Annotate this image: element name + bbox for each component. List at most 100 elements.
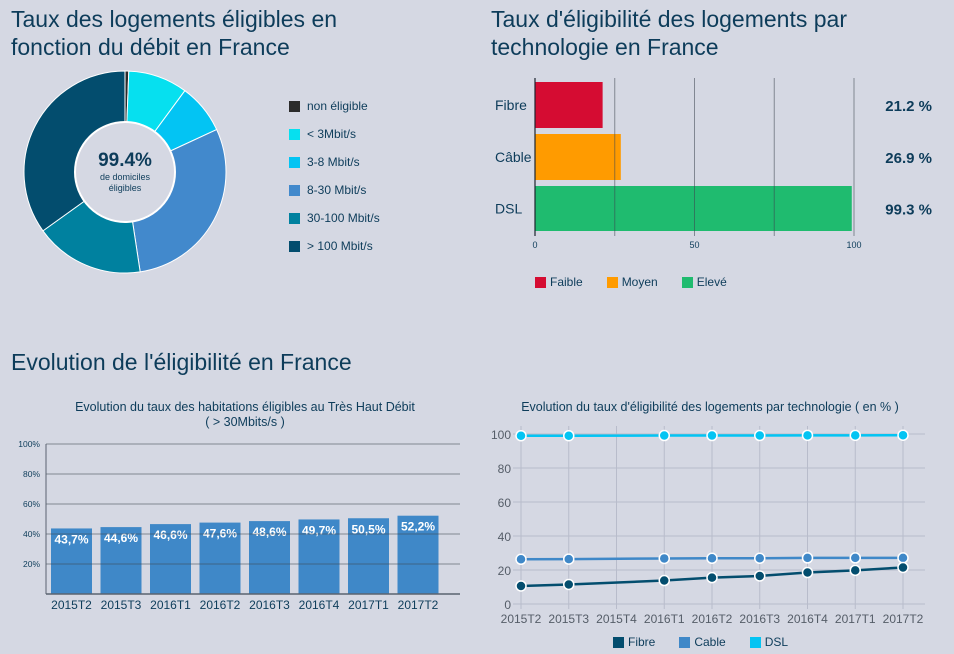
point-cable[interactable]: [801, 552, 814, 564]
point-cable[interactable]: [706, 552, 718, 565]
point-dsl[interactable]: [801, 429, 814, 442]
x-tick-label: 2017T1: [835, 612, 876, 626]
point-cable[interactable]: [849, 552, 861, 564]
x-tick-label: 2017T2: [883, 612, 924, 626]
point-fibre[interactable]: [801, 566, 814, 579]
donut-chart: [23, 70, 227, 274]
donut-legend-item[interactable]: 30-100 Mbit/s: [289, 204, 380, 232]
x-tick-label: 2016T2: [692, 612, 733, 626]
x-tick-label: 0: [532, 240, 537, 250]
point-cable[interactable]: [897, 552, 909, 564]
legend-label: Moyen: [621, 275, 658, 289]
legend-swatch: [749, 636, 761, 648]
legend-item[interactable]: Moyen: [606, 275, 658, 289]
legend-swatch: [681, 276, 693, 288]
x-tick-label: 2016T4: [787, 612, 828, 626]
y-tick-label: 100%: [18, 439, 40, 449]
y-tick-label: 0: [504, 598, 511, 612]
donut-legend-item[interactable]: non éligible: [289, 92, 380, 120]
donut-center-value: 99.4%: [98, 150, 152, 171]
line-fibre: [520, 566, 904, 588]
bar-value-label: 50,5%: [351, 522, 385, 536]
y-tick-label: 40%: [23, 529, 40, 539]
y-tick-label: 20%: [23, 559, 40, 569]
evolution-section-title: Evolution de l'éligibilité en France: [11, 349, 352, 375]
evolution-bar-title: Evolution du taux des habitations éligib…: [75, 400, 415, 414]
legend-item[interactable]: Cable: [679, 635, 726, 649]
legend-swatch: [289, 100, 300, 112]
legend-swatch: [535, 276, 546, 288]
donut-section-title: Taux des logements éligibles en fonction…: [11, 6, 338, 60]
point-dsl[interactable]: [897, 429, 909, 441]
category-label: DSL: [495, 201, 522, 217]
point-fibre[interactable]: [658, 574, 670, 587]
x-tick-label: 100: [846, 240, 861, 250]
point-fibre[interactable]: [706, 571, 718, 584]
legend-label: Fibre: [628, 635, 656, 649]
point-dsl[interactable]: [849, 429, 861, 442]
point-cable[interactable]: [754, 552, 766, 565]
technology-bar-legend: Faible Moyen Elevé: [535, 275, 751, 289]
legend-item[interactable]: Fibre: [613, 635, 655, 649]
bar-value-label: 43,7%: [54, 532, 88, 546]
point-dsl[interactable]: [658, 429, 670, 442]
legend-label: > 100 Mbit/s: [307, 239, 373, 253]
x-tick-label: 2016T1: [150, 598, 191, 612]
legend-label: DSL: [764, 635, 789, 649]
bar-dsl: [535, 186, 852, 231]
point-fibre[interactable]: [754, 570, 766, 582]
point-cable[interactable]: [658, 552, 670, 565]
legend-item[interactable]: Faible: [535, 275, 583, 289]
bar-c-ble: [535, 134, 621, 180]
x-tick-label: 2015T3: [101, 598, 142, 612]
donut-legend-item[interactable]: < 3Mbit/s: [289, 120, 380, 148]
line-cable: [520, 556, 903, 561]
y-tick-label: 20: [498, 564, 512, 578]
legend-label: 30-100 Mbit/s: [307, 211, 380, 225]
legend-swatch: [289, 184, 300, 196]
point-dsl[interactable]: [563, 429, 575, 442]
legend-label: Elevé: [696, 275, 727, 289]
donut-legend: non éligible < 3Mbit/s 3-8 Mbit/s 8-30 Mbit…: [289, 92, 380, 260]
line-chart-title: Evolution du taux d'éligibilité des loge…: [521, 400, 899, 414]
legend-label: < 3Mbit/s: [307, 127, 357, 141]
donut-center-label-1: de domiciles: [99, 172, 151, 182]
x-tick-label: 50: [689, 240, 699, 250]
point-dsl[interactable]: [706, 429, 718, 442]
legend-swatch: [289, 128, 300, 140]
category-label: Fibre: [495, 97, 527, 113]
donut-legend-item[interactable]: 3-8 Mbit/s: [289, 148, 380, 176]
legend-swatch: [289, 240, 300, 252]
x-tick-label: 2017T2: [398, 598, 439, 612]
point-cable[interactable]: [515, 553, 527, 566]
bar-section-title: Taux d'éligibilité des logements par tec…: [491, 6, 847, 60]
x-tick-label: 2015T3: [548, 612, 589, 626]
legend-label: Cable: [694, 635, 726, 649]
bar-2015T2: [51, 528, 92, 594]
donut-hole: [74, 121, 176, 223]
category-label: Câble: [495, 149, 532, 165]
legend-item[interactable]: DSL: [749, 635, 789, 649]
y-tick-label: 60: [498, 496, 512, 510]
y-tick-label: 100: [491, 428, 511, 442]
bar-value-label: 44,6%: [104, 531, 138, 545]
point-dsl[interactable]: [515, 429, 527, 442]
y-tick-label: 40: [498, 530, 512, 544]
line-chart-legend: Fibre Cable DSL: [613, 635, 812, 649]
x-tick-label: 2016T2: [200, 598, 241, 612]
point-dsl[interactable]: [754, 429, 766, 442]
donut-legend-item[interactable]: 8-30 Mbit/s: [289, 176, 380, 204]
x-tick-label: 2015T4: [596, 612, 637, 626]
legend-item[interactable]: Elevé: [681, 275, 727, 289]
point-fibre[interactable]: [563, 578, 575, 591]
point-fibre[interactable]: [515, 580, 527, 592]
point-cable[interactable]: [563, 553, 575, 565]
donut-legend-item[interactable]: > 100 Mbit/s: [289, 232, 380, 260]
legend-swatch: [289, 156, 300, 168]
point-fibre[interactable]: [849, 564, 861, 577]
technology-bar-chart: Fibre 21.2 % Câble 26.9 % DSL 99.3 % 0 50 100: [495, 78, 932, 250]
evolution-bar-subtitle: ( > 30Mbits/s ): [205, 415, 285, 429]
point-fibre[interactable]: [897, 561, 909, 574]
legend-label: Faible: [550, 275, 583, 289]
